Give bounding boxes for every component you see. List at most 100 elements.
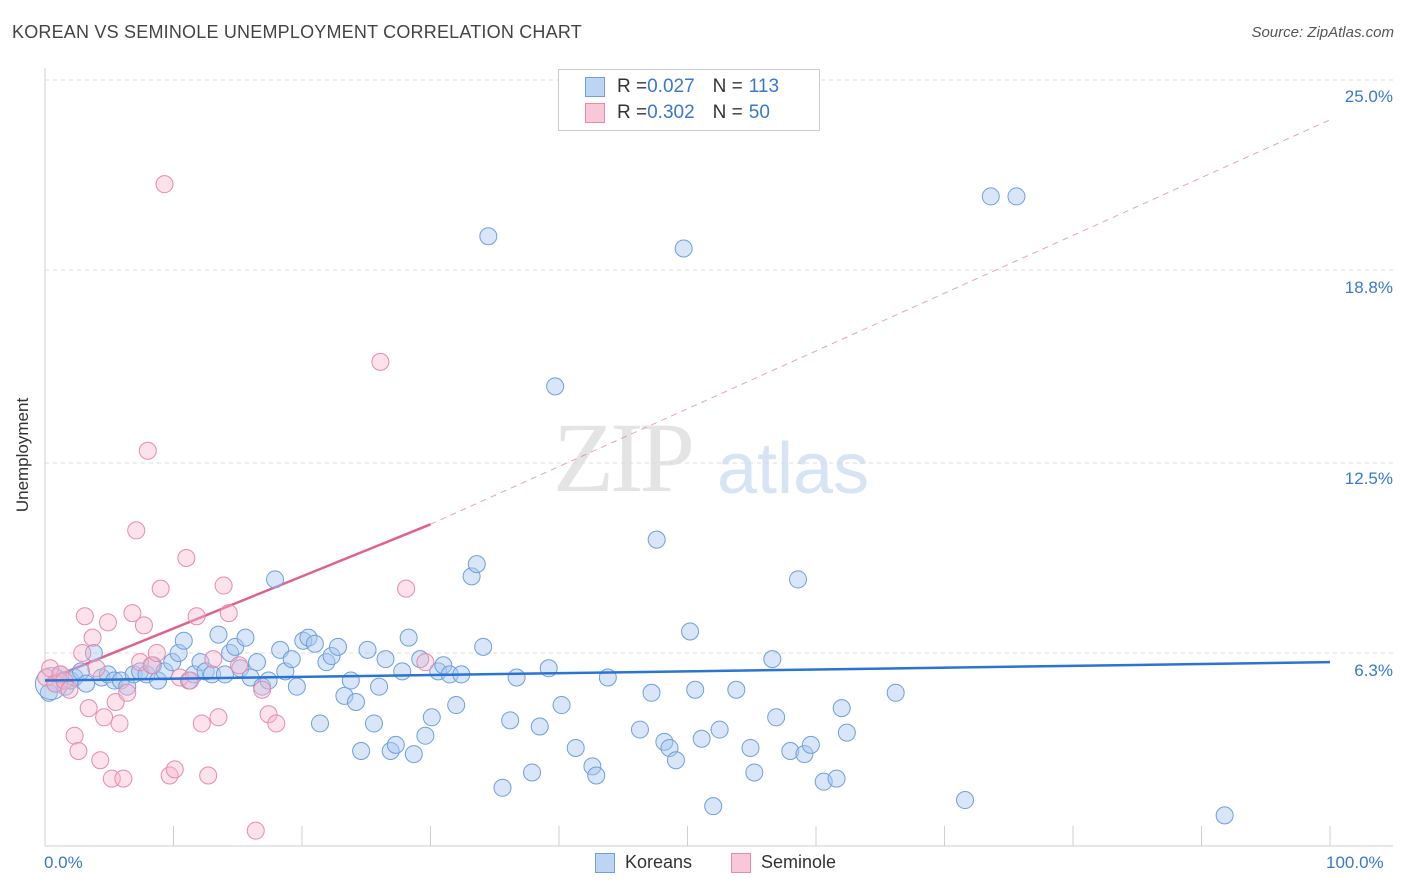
koreans-point-97 — [704, 797, 723, 816]
koreans-point-96 — [692, 729, 711, 748]
koreans-point-52 — [346, 692, 365, 711]
seminole-point-0 — [37, 668, 56, 687]
seminole-trend-layer — [44, 119, 1331, 682]
seminole-point-22 — [127, 521, 146, 540]
koreans-point-106 — [795, 745, 814, 764]
koreans-point-75 — [493, 778, 512, 797]
koreans-point-95 — [686, 680, 705, 699]
koreans-point-59 — [386, 735, 405, 754]
koreans-point-48 — [322, 647, 341, 666]
koreans-point-78 — [523, 763, 542, 782]
koreans-point-99 — [727, 680, 746, 699]
koreans-point-35 — [248, 653, 267, 672]
seminole-point-43 — [246, 821, 265, 840]
seminole-point-23 — [131, 653, 150, 672]
bottom-legend-label-seminole: Seminole — [761, 852, 837, 872]
koreans-point-93 — [674, 239, 693, 258]
seminole-point-25 — [138, 441, 157, 460]
koreans-point-53 — [352, 742, 371, 761]
seminole-point-40 — [214, 576, 233, 595]
gridlines — [45, 79, 1393, 654]
koreans-point-7 — [77, 674, 96, 693]
koreans-point-30 — [221, 643, 240, 662]
seminole-point-35 — [187, 607, 206, 626]
seminole-point-29 — [155, 175, 174, 194]
koreans-point-76 — [501, 711, 520, 730]
koreans-point-47 — [317, 653, 336, 672]
legend-n-label: N = — [712, 102, 743, 123]
bottom-swatch-koreans — [595, 852, 615, 873]
koreans-point-103 — [767, 708, 786, 727]
koreans-point-54 — [358, 640, 377, 659]
seminole-point-20 — [118, 683, 137, 702]
seminole-point-8 — [73, 643, 92, 662]
koreans-point-89 — [647, 530, 666, 549]
seminole-point-27 — [147, 643, 166, 662]
koreans-point-50 — [335, 686, 354, 705]
koreans-point-58 — [381, 742, 400, 761]
legend: R = 0.027 N = 113 R = 0.302 N = 50 — [558, 69, 820, 131]
axes — [44, 68, 1393, 847]
legend-row-seminole: R = 0.302 N = 50 — [585, 101, 770, 125]
koreans-trend-line — [44, 660, 1331, 682]
koreans-point-94 — [681, 622, 700, 641]
y-tick-label-12.5: 12.5% — [1344, 469, 1393, 488]
koreans-point-79 — [530, 717, 549, 736]
legend-r-value-seminole: 0.302 — [647, 102, 695, 123]
seminole-point-39 — [209, 708, 228, 727]
koreans-point-110 — [832, 699, 851, 718]
legend-n-value-koreans: 113 — [748, 76, 780, 97]
seminole-point-34 — [181, 671, 200, 690]
koreans-point-42 — [287, 677, 306, 696]
koreans-point-112 — [886, 683, 905, 702]
y-axis-label: Unemployment — [13, 397, 33, 513]
seminole-point-10 — [79, 699, 98, 718]
koreans-point-88 — [642, 683, 661, 702]
koreans-point-92 — [666, 751, 685, 770]
seminole-point-48 — [397, 579, 416, 598]
seminole-point-5 — [60, 680, 79, 699]
koreans-point-31 — [226, 637, 245, 656]
bottom-legend-seminole: Seminole — [731, 852, 836, 873]
y-tick-label-6.3: 6.3% — [1354, 661, 1393, 680]
seminole-point-33 — [177, 548, 196, 567]
legend-n-label: N = — [712, 76, 743, 97]
legend-swatch-seminole — [585, 103, 605, 123]
koreans-trend-layer — [44, 660, 1331, 682]
koreans-point-65 — [422, 708, 441, 727]
koreans-point-43 — [294, 631, 313, 650]
koreans-point-83 — [566, 738, 585, 757]
seminole-point-7 — [69, 742, 88, 761]
koreans-point-104 — [781, 742, 800, 761]
koreans-point-28 — [209, 625, 228, 644]
koreans-point-116 — [1215, 806, 1234, 825]
seminole-point-9 — [75, 607, 94, 626]
seminole-point-13 — [91, 751, 110, 770]
bottom-swatch-seminole — [731, 852, 751, 873]
seminole-point-38 — [204, 650, 223, 669]
koreans-point-57 — [376, 650, 395, 669]
chart-title: KOREAN VS SEMINOLE UNEMPLOYMENT CORRELAT… — [12, 22, 582, 42]
bottom-legend-label-koreans: Koreans — [625, 852, 693, 872]
legend-r-value-koreans: 0.027 — [647, 76, 695, 97]
koreans-point-38 — [266, 570, 285, 589]
koreans-point-55 — [364, 714, 383, 733]
koreans-point-63 — [411, 650, 430, 669]
legend-swatch-koreans — [585, 77, 605, 97]
seminole-point-19 — [114, 769, 133, 788]
seminole-point-24 — [134, 616, 153, 635]
koreans-point-98 — [710, 720, 729, 739]
koreans-point-45 — [305, 634, 324, 653]
seminole-point-49 — [416, 653, 435, 672]
koreans-point-51 — [341, 671, 360, 690]
seminole-point-42 — [230, 656, 249, 675]
seminole-trend-extension — [430, 119, 1331, 525]
seminole-point-15 — [98, 613, 117, 632]
koreans-point-74 — [479, 227, 498, 246]
seminole-point-21 — [123, 604, 142, 623]
koreans-point-62 — [404, 745, 423, 764]
koreans-point-82 — [552, 696, 571, 715]
seminole-point-41 — [219, 604, 238, 623]
koreans-point-84 — [583, 757, 602, 776]
koreans-point-33 — [236, 628, 255, 647]
